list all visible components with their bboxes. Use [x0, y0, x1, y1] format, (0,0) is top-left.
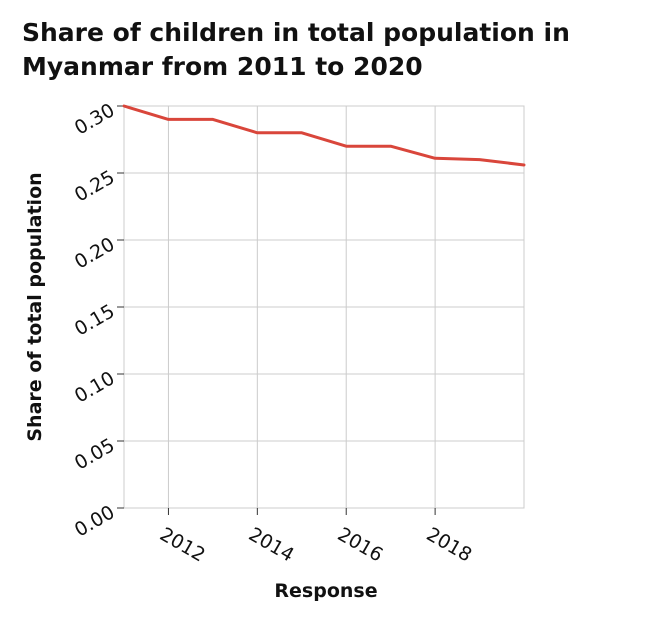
y-tick-label: 0.10 [71, 367, 119, 407]
x-tick-labels: 2012 2014 2016 2018 [156, 523, 476, 566]
y-tick-label: 0.15 [71, 300, 119, 340]
x-tick-label: 2016 [334, 523, 387, 566]
x-tick-label: 2012 [156, 523, 209, 566]
y-tick-label: 0.30 [71, 99, 119, 139]
y-tick-label: 0.05 [71, 434, 119, 474]
y-axis-label: Share of total population [24, 172, 46, 441]
y-tick-label: 0.20 [71, 233, 119, 273]
y-tick-label: 0.00 [71, 501, 119, 541]
y-tick-label: 0.25 [71, 166, 119, 206]
chart-title: Share of children in total population in… [22, 18, 570, 81]
x-tick-label: 2018 [423, 523, 476, 566]
x-tick-label: 2014 [245, 523, 298, 566]
x-axis-label: Response [274, 580, 377, 602]
y-tick-labels: 0.00 0.05 0.10 0.15 0.20 0.25 0.30 [71, 99, 119, 541]
series-layer [122, 104, 526, 167]
grid [117, 105, 525, 515]
series-line [122, 104, 526, 167]
